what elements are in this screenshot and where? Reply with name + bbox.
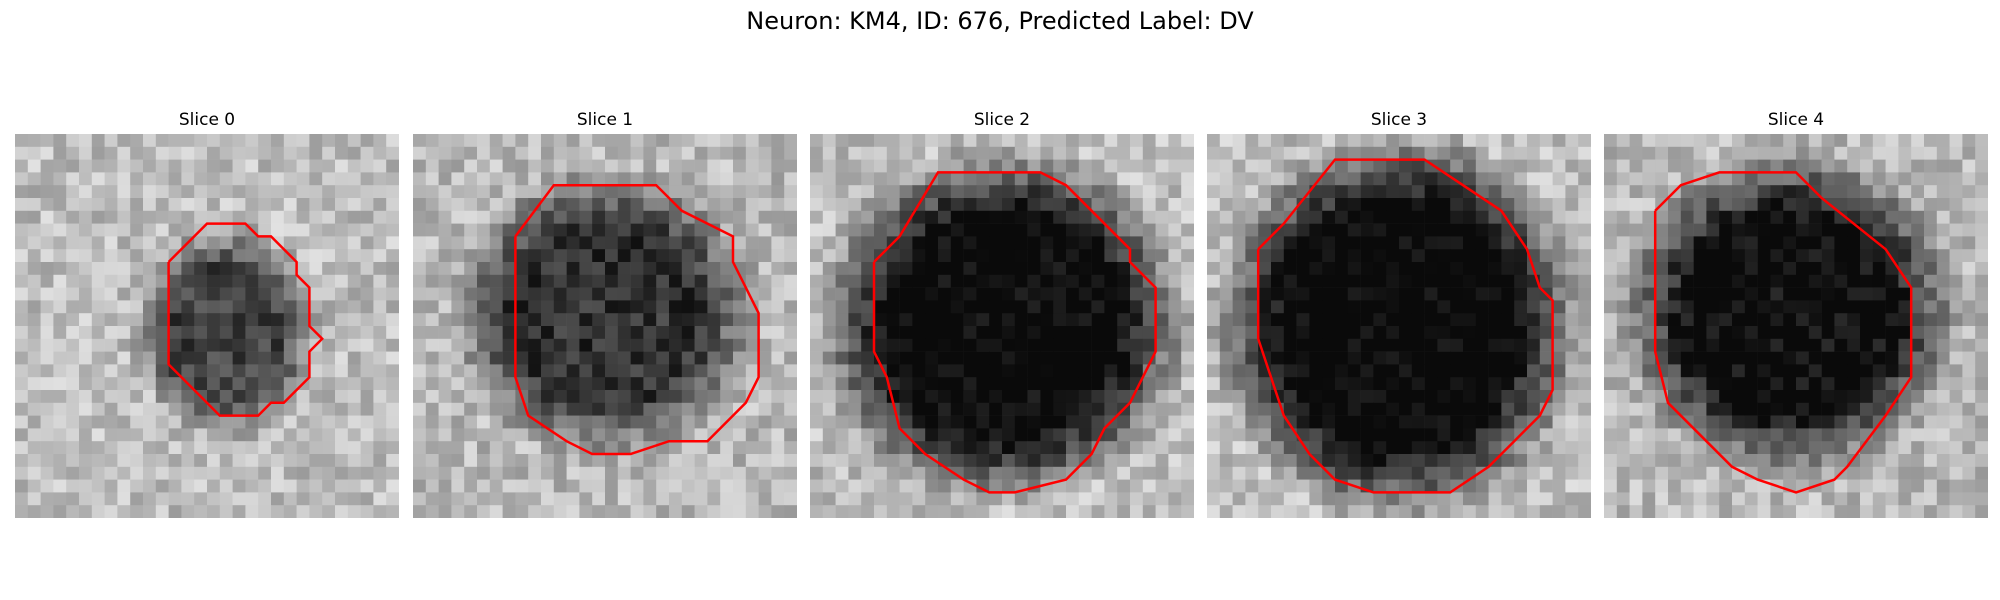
slice-image-1 bbox=[413, 134, 797, 518]
slice-image-3 bbox=[1207, 134, 1591, 518]
roi-contour bbox=[872, 171, 1157, 494]
roi-contour bbox=[1653, 171, 1913, 494]
slice-title-2: Slice 2 bbox=[973, 110, 1031, 130]
slice-title-4: Slice 4 bbox=[1767, 110, 1825, 130]
figure-title: Neuron: KM4, ID: 676, Predicted Label: D… bbox=[746, 7, 1254, 35]
slice-title-0: Slice 0 bbox=[178, 110, 236, 130]
slice-title-1: Slice 1 bbox=[576, 110, 634, 130]
slice-image-2 bbox=[810, 134, 1194, 518]
slice-image-0 bbox=[15, 134, 399, 518]
roi-contour bbox=[514, 183, 760, 456]
roi-contour bbox=[167, 222, 324, 417]
slice-image-4 bbox=[1604, 134, 1988, 518]
slice-title-3: Slice 3 bbox=[1370, 110, 1428, 130]
roi-contour bbox=[1256, 158, 1554, 494]
